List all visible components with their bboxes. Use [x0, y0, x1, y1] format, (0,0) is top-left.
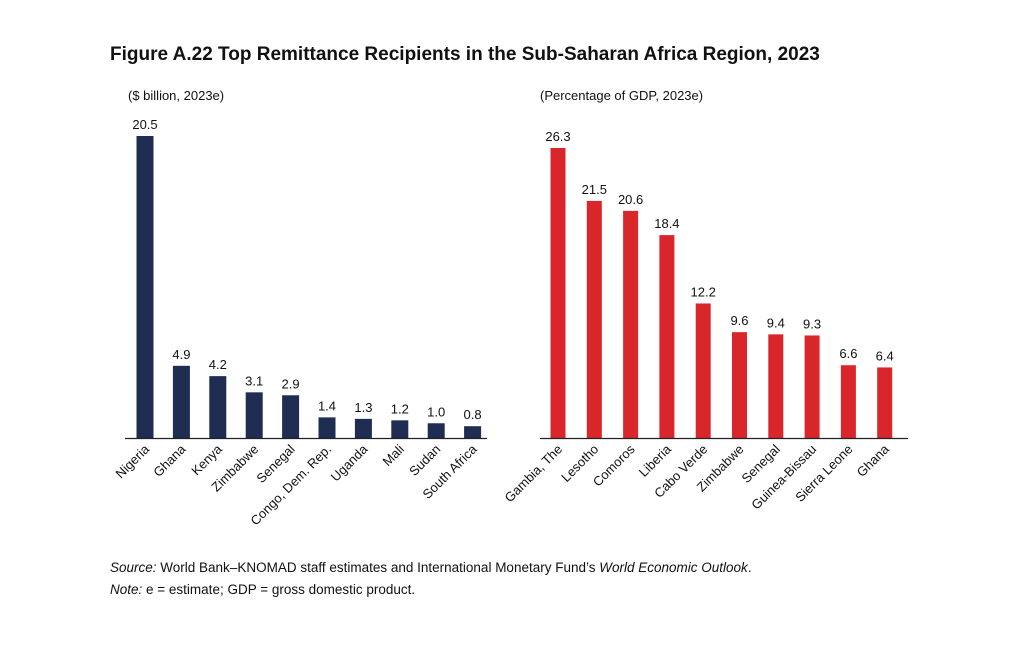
right-category-label-0: Gambia, The [502, 442, 566, 506]
left-bar-value-label-8: 1.0 [427, 404, 445, 419]
left-bar-1 [172, 365, 190, 438]
left-bar-2 [209, 376, 227, 438]
right-chart-unit-label: (Percentage of GDP, 2023e) [540, 88, 704, 103]
right-bar-4 [695, 303, 711, 438]
right-bar-value-label-1: 21.5 [582, 182, 607, 197]
left-category-label-0: Nigeria [112, 441, 152, 481]
left-bar-7 [391, 420, 409, 438]
right-bar-value-label-8: 6.6 [839, 346, 857, 361]
right-bar-8 [840, 365, 856, 438]
left-category-label-6: Uganda [328, 441, 371, 484]
right-category-label-9: Ghana [854, 441, 893, 480]
right-bar-2 [623, 210, 639, 438]
note: Note: e = estimate; GDP = gross domestic… [110, 582, 415, 597]
left-bar-value-label-3: 3.1 [245, 373, 263, 388]
right-bar-7 [804, 335, 820, 438]
left-bar-value-label-0: 20.5 [132, 117, 157, 132]
left-bar-value-label-7: 1.2 [391, 401, 409, 416]
left-bar-value-label-5: 1.4 [318, 398, 336, 413]
left-bar-value-label-6: 1.3 [354, 400, 372, 415]
right-bar-value-label-0: 26.3 [545, 129, 570, 144]
left-category-label-7: Mali [379, 441, 407, 469]
right-bar-1 [586, 200, 602, 438]
right-bar-5 [732, 332, 747, 438]
right-bar-0 [550, 148, 566, 438]
right-bar-6 [768, 334, 784, 438]
right-bar-9 [877, 367, 893, 438]
source-note: Source: World Bank–KNOMAD staff estimate… [110, 560, 752, 575]
left-bar-value-label-2: 4.2 [209, 357, 227, 372]
left-bar-8 [427, 423, 445, 438]
left-bar-6 [354, 418, 372, 438]
right-bar-value-label-2: 20.6 [618, 192, 643, 207]
figure-title: Figure A.22 Top Remittance Recipients in… [110, 44, 820, 65]
left-bar-4 [282, 395, 300, 438]
left-bar-value-label-4: 2.9 [282, 376, 300, 391]
note-text: e = estimate; GDP = gross domestic produ… [142, 582, 416, 597]
source-label: Source: [110, 560, 157, 575]
source-italic-text: World Economic Outlook [599, 560, 748, 575]
left-bar-0 [136, 136, 154, 438]
left-bar-5 [318, 417, 336, 438]
left-category-label-1: Ghana [150, 441, 189, 480]
right-bar-3 [659, 235, 675, 438]
left-bar-9 [464, 426, 482, 438]
right-bar-value-label-7: 9.3 [803, 316, 821, 331]
right-bar-value-label-4: 12.2 [691, 284, 716, 299]
note-label: Note: [110, 582, 143, 597]
left-chart-unit-label: ($ billion, 2023e) [128, 88, 225, 103]
right-bar-value-label-9: 6.4 [876, 348, 894, 363]
source-end: . [747, 560, 752, 575]
right-bar-value-label-6: 9.4 [767, 315, 785, 330]
source-text: World Bank–KNOMAD staff estimates and In… [156, 560, 600, 575]
left-bar-3 [245, 392, 263, 438]
right-bar-value-label-3: 18.4 [654, 216, 679, 231]
left-bar-value-label-9: 0.8 [464, 407, 482, 422]
right-bar-value-label-5: 9.6 [730, 313, 748, 328]
left-bar-value-label-1: 4.9 [172, 347, 190, 362]
